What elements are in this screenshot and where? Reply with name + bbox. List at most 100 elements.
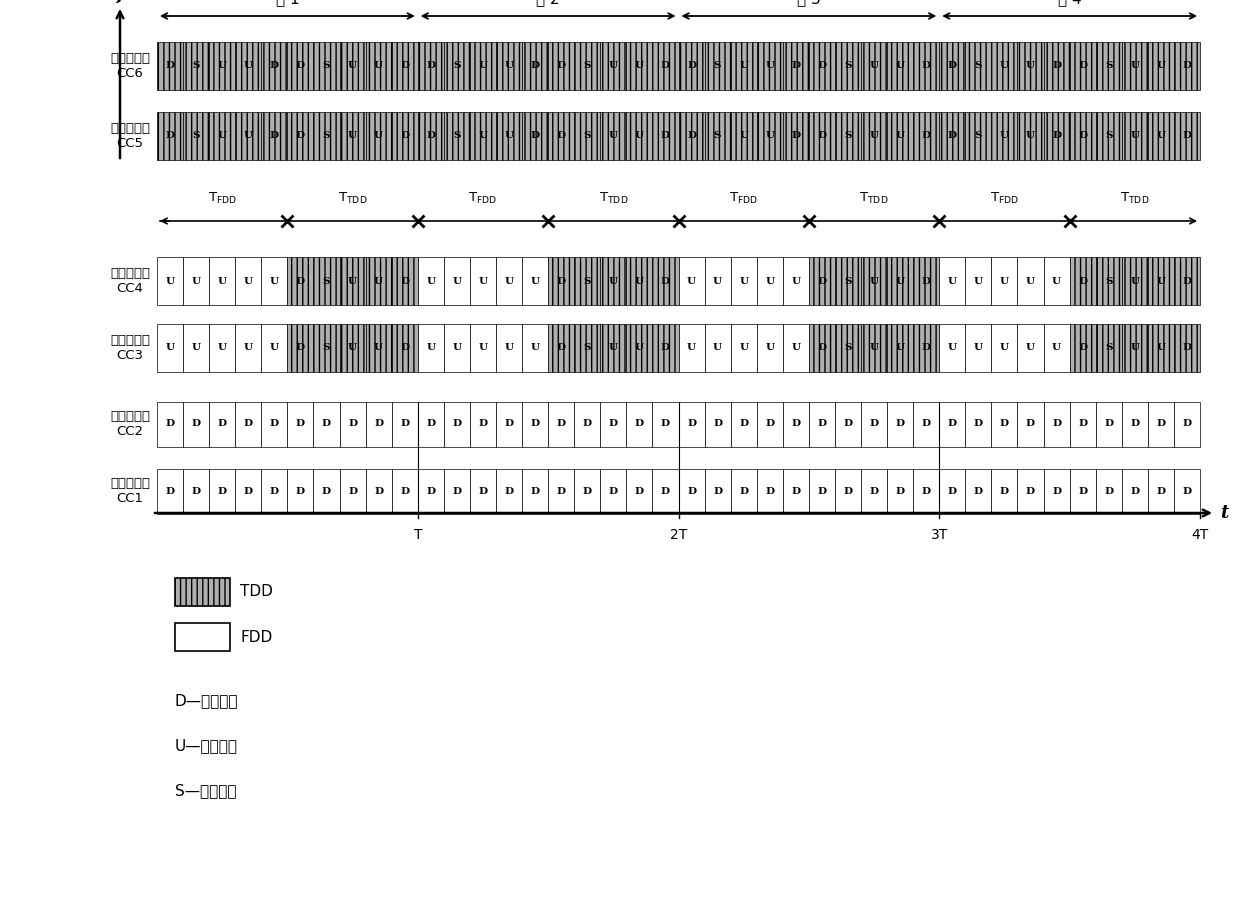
Bar [782, 402, 808, 446]
Bar [314, 402, 340, 446]
Bar [887, 112, 913, 160]
Bar [861, 257, 887, 305]
Text: D: D [817, 277, 827, 285]
Text: S: S [975, 131, 982, 140]
Text: U: U [765, 343, 774, 353]
Text: S: S [1105, 277, 1112, 285]
Bar [678, 42, 704, 90]
Bar [756, 257, 782, 305]
Text: D: D [557, 62, 565, 70]
Text: U: U [270, 277, 279, 285]
Bar [756, 42, 782, 90]
Text: U: U [531, 343, 539, 353]
Text: D: D [165, 419, 175, 428]
Bar [522, 324, 548, 372]
Text: U: U [1157, 343, 1166, 353]
Bar [157, 42, 184, 90]
Text: T: T [413, 528, 422, 542]
Bar [782, 42, 808, 90]
Text: D: D [218, 486, 227, 496]
Text: FDD: FDD [241, 630, 273, 644]
Bar [965, 257, 992, 305]
Text: S: S [453, 131, 460, 140]
Text: U: U [635, 62, 644, 70]
Text: D: D [713, 419, 722, 428]
Text: D: D [583, 486, 591, 496]
Bar [1174, 324, 1200, 372]
Bar [704, 324, 730, 372]
Bar [678, 402, 704, 446]
Bar [913, 468, 939, 514]
Bar [1070, 257, 1096, 305]
Text: D: D [999, 419, 1009, 428]
Text: D: D [947, 419, 957, 428]
Text: D: D [1130, 419, 1140, 428]
Text: D: D [791, 62, 800, 70]
Bar [236, 257, 262, 305]
Bar [314, 324, 340, 372]
Text: U: U [869, 131, 879, 140]
Text: D: D [296, 486, 305, 496]
Text: U: U [609, 277, 618, 285]
Bar [652, 468, 678, 514]
Bar [1044, 468, 1070, 514]
Text: U: U [505, 277, 513, 285]
Bar [184, 257, 210, 305]
Text: U: U [609, 131, 618, 140]
Bar [288, 42, 314, 90]
Bar [262, 324, 288, 372]
Bar [444, 42, 470, 90]
Text: D: D [401, 343, 409, 353]
Bar [418, 112, 444, 160]
Bar [210, 42, 236, 90]
Text: S: S [192, 131, 200, 140]
Text: D: D [296, 131, 305, 140]
Text: U: U [453, 343, 461, 353]
Bar [678, 324, 704, 372]
Text: U: U [739, 277, 748, 285]
Bar [1018, 402, 1044, 446]
Text: D: D [427, 62, 435, 70]
Bar [730, 468, 756, 514]
Bar [184, 112, 210, 160]
Bar [496, 402, 522, 446]
Bar [939, 257, 965, 305]
Bar [1018, 257, 1044, 305]
Bar [678, 468, 704, 514]
Bar [861, 402, 887, 446]
Bar [756, 324, 782, 372]
Bar [678, 257, 704, 305]
Bar [887, 468, 913, 514]
Text: D: D [218, 419, 227, 428]
Bar [992, 402, 1018, 446]
Bar [288, 468, 314, 514]
Bar [1148, 42, 1174, 90]
Bar [1122, 112, 1148, 160]
Bar [314, 257, 340, 305]
Text: S: S [1105, 343, 1112, 353]
Bar [704, 112, 730, 160]
Bar [548, 402, 574, 446]
Bar [835, 402, 861, 446]
Bar [730, 257, 756, 305]
Text: D: D [739, 486, 748, 496]
Text: U: U [1025, 62, 1035, 70]
Bar [1096, 42, 1122, 90]
Text: D: D [374, 419, 383, 428]
Text: 4T: 4T [1192, 528, 1209, 542]
Bar [444, 257, 470, 305]
Bar [262, 42, 288, 90]
Text: D: D [817, 131, 827, 140]
Bar [574, 468, 600, 514]
Text: U: U [270, 343, 279, 353]
Bar [392, 42, 418, 90]
Bar [808, 402, 835, 446]
Text: D: D [609, 486, 618, 496]
Bar [548, 257, 574, 305]
Text: 帜 1: 帜 1 [275, 0, 299, 6]
Text: D: D [921, 131, 931, 140]
Text: U: U [191, 277, 201, 285]
Bar [288, 402, 314, 446]
Text: U: U [218, 277, 227, 285]
Text: U: U [218, 343, 227, 353]
